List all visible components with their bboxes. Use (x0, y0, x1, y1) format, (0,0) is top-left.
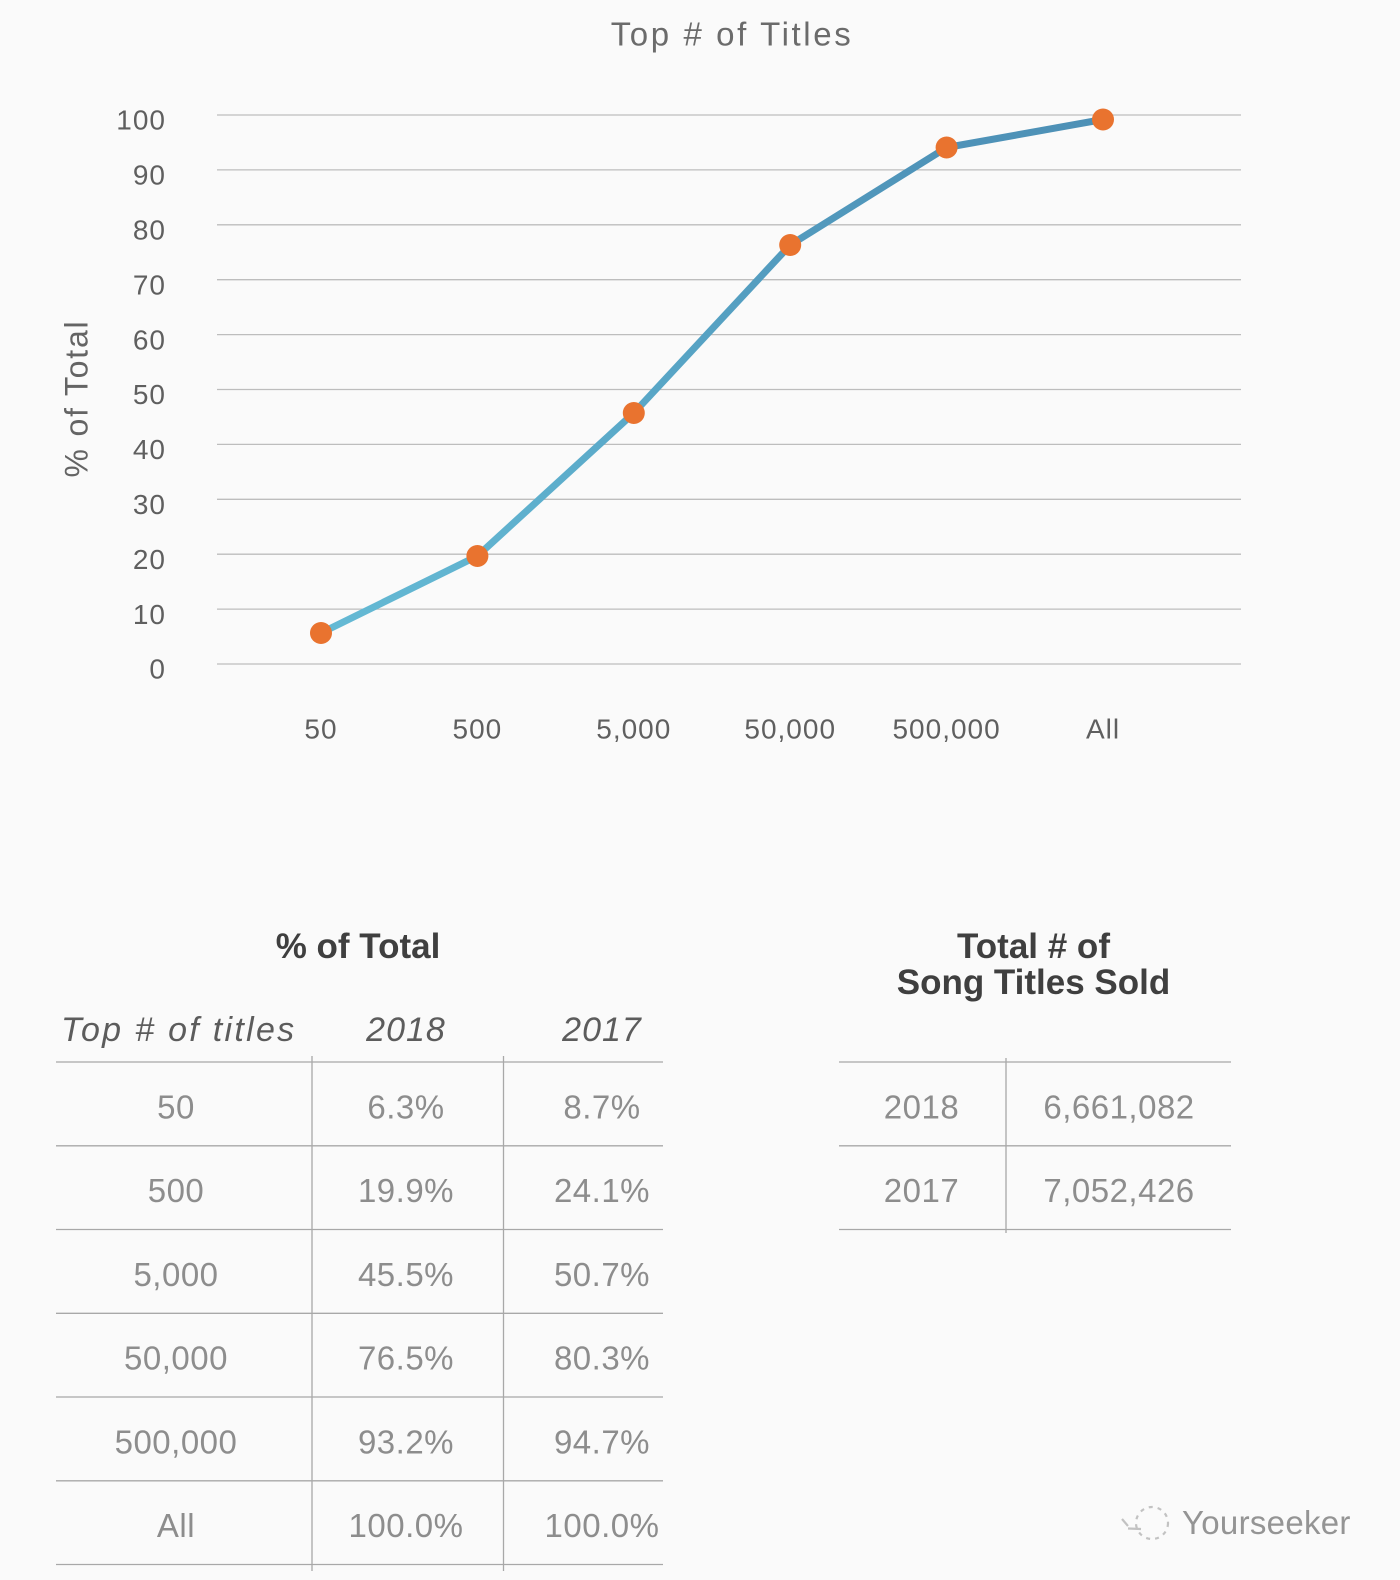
svg-text:100: 100 (116, 105, 166, 136)
svg-text:50: 50 (304, 714, 337, 745)
svg-text:80: 80 (133, 215, 166, 246)
svg-text:60: 60 (133, 324, 166, 355)
svg-text:100.0%: 100.0% (545, 1507, 660, 1544)
svg-text:50: 50 (133, 379, 166, 410)
svg-text:2017: 2017 (884, 1172, 959, 1209)
svg-text:50: 50 (157, 1088, 195, 1125)
svg-text:8.7%: 8.7% (563, 1088, 640, 1125)
svg-text:% of Total: % of Total (276, 927, 441, 966)
svg-text:500: 500 (148, 1172, 205, 1209)
svg-text:93.2%: 93.2% (358, 1423, 454, 1460)
svg-text:30: 30 (133, 489, 166, 520)
svg-text:94.7%: 94.7% (554, 1423, 650, 1460)
svg-text:5,000: 5,000 (133, 1256, 218, 1293)
svg-text:2017: 2017 (561, 1011, 642, 1049)
svg-text:10: 10 (133, 599, 166, 630)
svg-text:500,000: 500,000 (115, 1423, 238, 1460)
svg-text:20: 20 (133, 544, 166, 575)
svg-text:6,661,082: 6,661,082 (1043, 1088, 1194, 1125)
svg-text:Top # of Titles: Top # of Titles (611, 16, 854, 53)
svg-text:76.5%: 76.5% (358, 1340, 454, 1377)
svg-text:Top # of titles: Top # of titles (61, 1011, 296, 1049)
svg-text:7,052,426: 7,052,426 (1043, 1172, 1194, 1209)
svg-text:70: 70 (133, 269, 166, 300)
svg-text:24.1%: 24.1% (554, 1172, 650, 1209)
svg-text:2018: 2018 (884, 1088, 959, 1125)
svg-text:50.7%: 50.7% (554, 1256, 650, 1293)
svg-text:All: All (1086, 714, 1120, 745)
svg-text:45.5%: 45.5% (358, 1256, 454, 1293)
svg-text:90: 90 (133, 160, 166, 191)
svg-text:Yourseeker: Yourseeker (1182, 1504, 1351, 1541)
svg-text:80.3%: 80.3% (554, 1340, 650, 1377)
svg-text:% of Total: % of Total (59, 320, 95, 478)
svg-text:50,000: 50,000 (124, 1340, 228, 1377)
svg-text:0: 0 (149, 654, 166, 685)
svg-text:40: 40 (133, 434, 166, 465)
svg-text:5,000: 5,000 (596, 714, 671, 745)
svg-text:All: All (157, 1507, 195, 1544)
svg-text:500: 500 (453, 714, 503, 745)
svg-text:500,000: 500,000 (892, 714, 1000, 745)
svg-text:50,000: 50,000 (744, 714, 836, 745)
svg-text:6.3%: 6.3% (367, 1088, 444, 1125)
svg-text:19.9%: 19.9% (358, 1172, 454, 1209)
svg-text:2018: 2018 (365, 1011, 446, 1049)
svg-text:Song Titles Sold: Song Titles Sold (897, 963, 1171, 1002)
svg-text:100.0%: 100.0% (349, 1507, 464, 1544)
svg-text:Total # of: Total # of (957, 927, 1110, 966)
